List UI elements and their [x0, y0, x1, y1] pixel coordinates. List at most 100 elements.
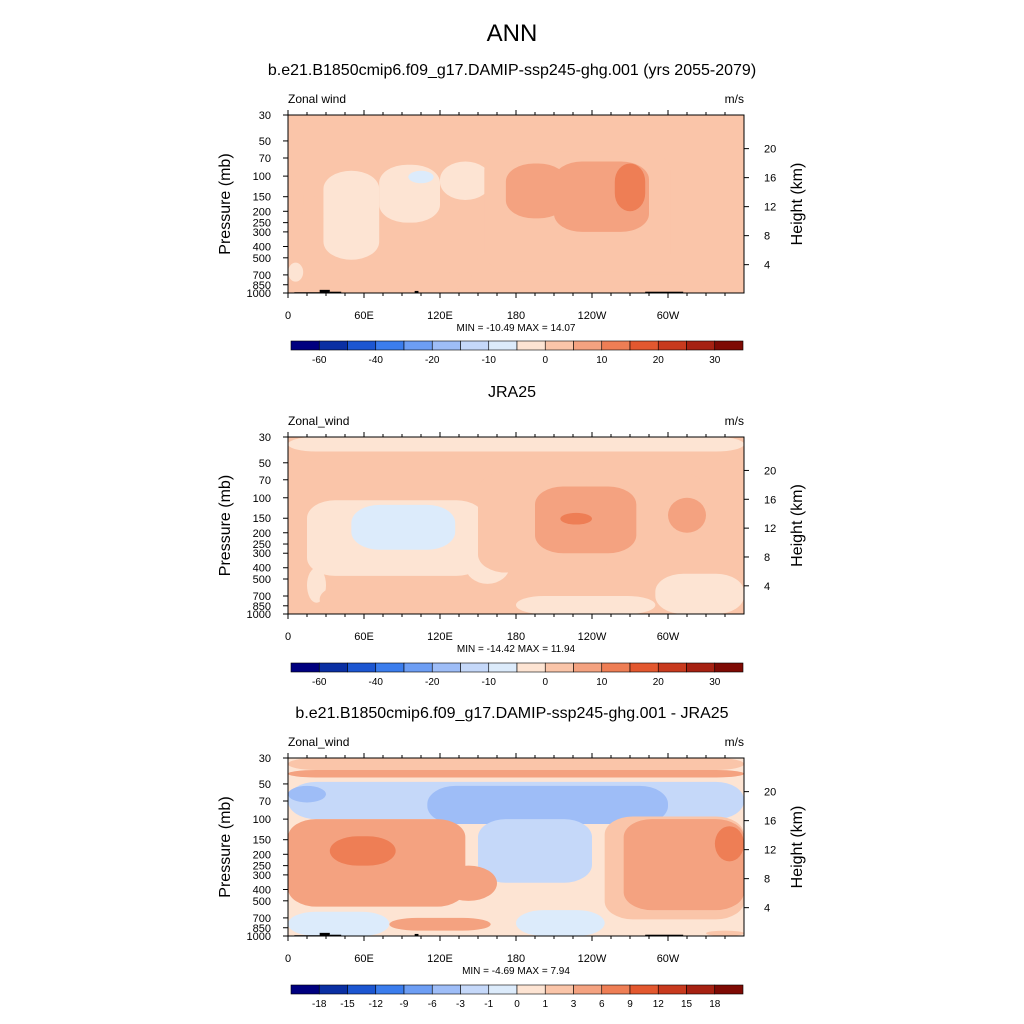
- colorbar-swatch: [516, 662, 546, 673]
- y-axis-label-right: Height (km): [789, 806, 806, 889]
- colorbar-swatch: [629, 984, 659, 995]
- y-tick-label: 250: [253, 861, 271, 873]
- y-tick-label: 500: [253, 253, 271, 265]
- y-tick-label: 400: [253, 884, 271, 896]
- colorbar-label: 0: [542, 355, 548, 366]
- y-tick-label: 100: [253, 493, 271, 505]
- x-tick-label: 120W: [578, 310, 607, 322]
- colorbar-swatch: [290, 662, 320, 673]
- y-right-tick-label: 8: [764, 231, 770, 243]
- units-label: m/s: [725, 92, 744, 106]
- y-tick-label: 100: [253, 171, 271, 183]
- colorbar: -60 -40 -20 -10 0 10 20 30: [290, 340, 744, 366]
- terrain-block: [645, 291, 684, 293]
- contour-region: [319, 584, 453, 614]
- colorbar-swatch: [714, 340, 744, 351]
- colorbar-swatch: [375, 340, 405, 351]
- y-right-tick-label: 16: [764, 816, 776, 828]
- contour-region: [478, 819, 592, 883]
- colorbar-swatch: [460, 662, 490, 673]
- colorbar-swatch: [375, 662, 405, 673]
- contour-region: [440, 161, 491, 200]
- colorbar-swatch: [431, 662, 461, 673]
- chart-panel-2: 0 60E 120E 180 120W 60W3050701001502002503004…: [217, 735, 806, 1010]
- colorbar-label: -60: [312, 677, 327, 688]
- y-right-tick-label: 8: [764, 874, 770, 886]
- y-tick-label: 150: [253, 513, 271, 525]
- colorbar-label: -12: [369, 999, 384, 1010]
- y-right-tick-label: 8: [764, 552, 770, 564]
- y-axis-label: Pressure (mb): [217, 475, 234, 576]
- y-tick-label: 700: [253, 270, 271, 282]
- y-right-tick-label: 12: [764, 523, 776, 535]
- contour-region: [288, 451, 744, 461]
- y-tick-label: 500: [253, 574, 271, 586]
- y-tick-label: 850: [253, 601, 271, 613]
- colorbar-label: 1: [542, 999, 548, 1010]
- y-right-tick-label: 16: [764, 494, 776, 506]
- contour-region: [516, 595, 656, 614]
- y-tick-label: 500: [253, 896, 271, 908]
- x-tick-label: 60W: [657, 310, 680, 322]
- panel-title-model: b.e21.B1850cmip6.f09_g17.DAMIP-ssp245-gh…: [267, 62, 757, 79]
- y-axis-label: Pressure (mb): [217, 796, 234, 897]
- y-tick-label: 850: [253, 280, 271, 292]
- colorbar-swatch: [347, 984, 377, 995]
- colorbar-swatch: [573, 984, 603, 995]
- colorbar-swatch: [403, 662, 433, 673]
- colorbar-label: 0: [542, 677, 548, 688]
- colorbar-swatch: [544, 984, 574, 995]
- colorbar-swatch: [516, 984, 546, 995]
- y-tick-label: 30: [259, 753, 271, 765]
- colorbar-swatch: [573, 340, 603, 351]
- terrain-block: [319, 932, 330, 936]
- chart-panel-1: 0 60E 120E 180 120W 60W3050701001502002503004…: [217, 414, 806, 688]
- contour-region: [440, 865, 497, 901]
- contour-region: [307, 567, 326, 603]
- x-tick-label: 120E: [427, 631, 453, 643]
- contour-region: [655, 573, 744, 614]
- terrain-block: [414, 933, 419, 936]
- colorbar-label: -6: [428, 999, 437, 1010]
- terrain-block: [329, 934, 342, 936]
- y-tick-label: 50: [259, 779, 271, 791]
- y-tick-label: 200: [253, 528, 271, 540]
- colorbar-label: -40: [369, 355, 384, 366]
- colorbar-swatch: [601, 340, 631, 351]
- contour-region: [505, 163, 567, 219]
- colorbar-swatch: [544, 340, 574, 351]
- y-right-tick-label: 20: [764, 787, 776, 799]
- colorbar-label: -60: [312, 355, 327, 366]
- contour-region: [288, 758, 744, 770]
- contour-region: [389, 917, 491, 931]
- colorbar-swatch: [714, 984, 744, 995]
- y-tick-label: 100: [253, 814, 271, 826]
- contour-region: [329, 836, 396, 866]
- chart-panel-0: 0 60E 120E 180 120W 60W3050701001502002503004…: [217, 92, 806, 366]
- y-tick-label: 50: [259, 136, 271, 148]
- colorbar-label: 20: [653, 355, 665, 366]
- colorbar-label: -20: [425, 677, 440, 688]
- colorbar-label: 12: [653, 999, 665, 1010]
- colorbar-swatch: [544, 662, 574, 673]
- colorbar-label: -20: [425, 355, 440, 366]
- colorbar-label: 3: [571, 999, 577, 1010]
- y-tick-label: 1000: [247, 609, 271, 621]
- y-right-tick-label: 16: [764, 173, 776, 185]
- contour-region: [440, 239, 478, 275]
- contour-region: [706, 930, 744, 936]
- units-label: m/s: [725, 414, 744, 428]
- contour-region: [288, 437, 744, 452]
- colorbar-swatch: [403, 984, 433, 995]
- colorbar-label: -1: [484, 999, 493, 1010]
- colorbar: -60 -40 -20 -10 0 10 20 30: [290, 662, 744, 688]
- contour-region: [408, 170, 434, 184]
- x-tick-label: 60W: [657, 631, 680, 643]
- contour-region: [288, 262, 304, 282]
- x-tick-label: 60W: [657, 953, 680, 965]
- colorbar-swatch: [601, 662, 631, 673]
- field-0: [288, 115, 744, 293]
- units-label: m/s: [725, 735, 744, 749]
- panel-title-diff: b.e21.B1850cmip6.f09_g17.DAMIP-ssp245-gh…: [295, 705, 729, 722]
